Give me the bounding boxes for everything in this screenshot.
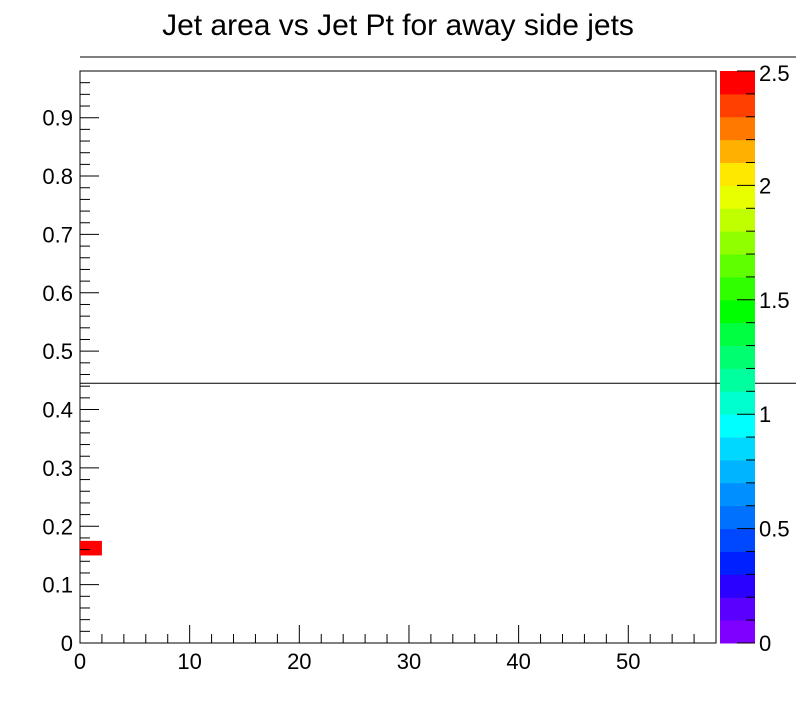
y-tick-label: 0.6 <box>42 281 73 306</box>
x-axis: 0 10 20 30 40 50 <box>74 625 695 674</box>
color-scale-label: 1 <box>759 402 771 427</box>
color-scale-segment <box>720 139 755 164</box>
color-scale-segment <box>720 528 755 552</box>
y-tick-label: 0.2 <box>42 514 73 539</box>
color-scale-segment <box>720 276 755 301</box>
color-scale-label: 2.5 <box>759 61 790 86</box>
y-tick-label: 0 <box>61 631 73 656</box>
y-tick-label: 0.4 <box>42 398 73 423</box>
color-scale-segment <box>720 185 755 209</box>
color-scale-segment <box>720 505 755 530</box>
heatmap-cell-0 <box>80 540 102 556</box>
color-scale-label: 1.5 <box>759 288 790 313</box>
color-scale-label: 0.5 <box>759 517 790 542</box>
color-scale-bar: 0 0.5 1 1.5 2 2.5 <box>720 61 790 656</box>
color-scale-segment <box>720 620 755 644</box>
color-scale-segment <box>720 116 755 141</box>
x-tick-label: 50 <box>616 649 640 674</box>
color-scale-segment <box>720 597 755 621</box>
color-scale-label: 0 <box>759 631 771 656</box>
chart-title: Jet area vs Jet Pt for away side jets <box>162 9 634 42</box>
color-scale-segment <box>720 71 755 95</box>
y-tick-label: 0.8 <box>42 164 73 189</box>
color-scale-segment <box>720 368 755 392</box>
y-tick-label: 0.7 <box>42 222 73 247</box>
color-scale-segment <box>720 231 755 255</box>
y-tick-label: 0.5 <box>42 339 73 364</box>
color-scale-segment <box>720 574 755 598</box>
color-scale-segment <box>720 208 755 232</box>
color-scale-segment <box>720 162 755 186</box>
color-scale-segment <box>720 299 755 324</box>
color-scale-segment <box>720 551 755 575</box>
color-scale-segment <box>720 322 755 347</box>
color-scale-label: 2 <box>759 173 771 198</box>
color-scale-segment <box>720 459 755 484</box>
y-tick-label: 0.1 <box>42 573 73 598</box>
color-scale-segment <box>720 482 755 507</box>
x-tick-label: 10 <box>177 649 201 674</box>
y-tick-label: 0.3 <box>42 456 73 481</box>
color-scale-segment <box>720 437 755 461</box>
color-scale-segment <box>720 345 755 369</box>
heatmap-cells <box>80 540 102 556</box>
x-tick-label: 30 <box>397 649 421 674</box>
color-scale-segment <box>720 93 755 118</box>
color-scale-segment <box>720 391 755 415</box>
x-tick-label: 0 <box>74 649 86 674</box>
color-scale-segment <box>720 254 755 278</box>
x-tick-label: 40 <box>506 649 530 674</box>
y-axis: 0 0.1 0.2 0.3 0.4 0.5 0.6 0.7 0.8 0.9 <box>42 82 99 656</box>
color-scale-segment <box>720 414 755 438</box>
x-tick-label: 20 <box>287 649 311 674</box>
y-tick-label: 0.9 <box>42 106 73 131</box>
plot-frame <box>79 70 717 644</box>
